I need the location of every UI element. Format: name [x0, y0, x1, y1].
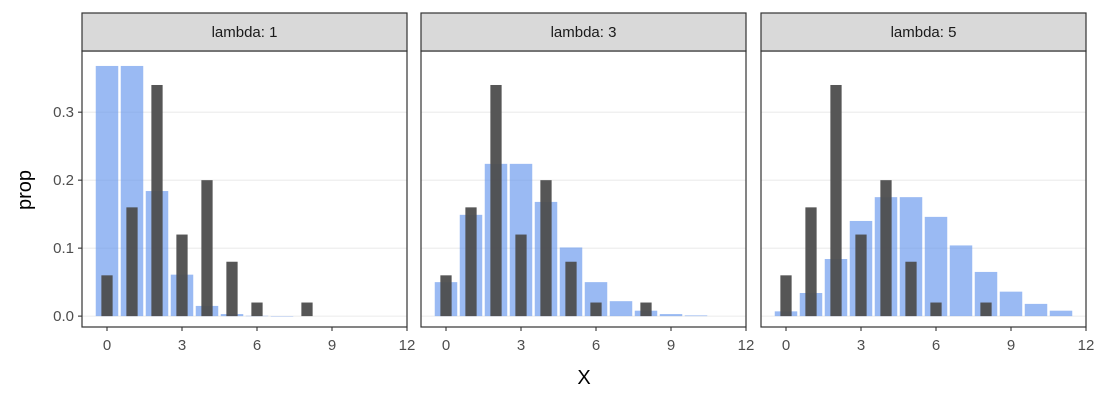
observed-bar: [226, 261, 238, 317]
observed-bar: [201, 180, 213, 317]
facet-strip-label: lambda: 1: [212, 24, 278, 41]
x-tick-label: 9: [1007, 337, 1015, 354]
observed-bar: [880, 180, 892, 317]
x-tick-label: 3: [857, 337, 865, 354]
x-tick-label: 12: [1078, 337, 1095, 354]
x-tick-label: 12: [399, 337, 416, 354]
poisson-bar: [684, 315, 708, 317]
facet-panel-lambda-3: lambda: 3 0 3 6 9 12: [420, 12, 755, 354]
facet-strip-label: lambda: 5: [891, 24, 957, 41]
x-axis-title: X: [577, 367, 590, 389]
x-tick-label: 3: [517, 337, 525, 354]
observed-bar: [780, 275, 792, 317]
observed-bar: [301, 302, 313, 317]
observed-bar: [855, 234, 867, 317]
poisson-bar: [1049, 310, 1073, 317]
x-tick-label: 3: [178, 337, 186, 354]
x-tick-label: 6: [592, 337, 600, 354]
facet-panels: lambda: 1 0 3 6 9 12 0.0 0.1 0.2 0.3 lambda: 3 0 3 6 9…: [53, 12, 1095, 354]
y-tick-label: 0.0: [53, 308, 74, 325]
poisson-bar: [999, 291, 1023, 317]
observed-bar: [176, 234, 188, 317]
x-tick-label: 12: [738, 337, 755, 354]
facet-strip: [760, 12, 1087, 52]
y-axis-title: prop: [14, 170, 36, 210]
x-tick-label: 6: [253, 337, 261, 354]
observed-bar: [565, 261, 577, 317]
y-tick-label: 0.3: [53, 104, 74, 121]
observed-bar: [515, 234, 527, 317]
facet-strip-label: lambda: 3: [551, 24, 617, 41]
facet-panel-lambda-1: lambda: 1 0 3 6 9 12 0.0 0.1 0.2 0.3: [53, 12, 416, 354]
observed-bar: [640, 302, 652, 317]
observed-bar: [980, 302, 992, 317]
poisson-bar: [949, 245, 973, 317]
poisson-bar: [659, 314, 683, 317]
observed-bar: [930, 302, 942, 317]
observed-bar: [101, 275, 113, 317]
x-tick-label: 6: [932, 337, 940, 354]
x-tick-label: 0: [782, 337, 790, 354]
x-tick-label: 0: [103, 337, 111, 354]
poisson-bar: [924, 216, 948, 317]
observed-bar: [440, 275, 452, 317]
observed-bar: [490, 84, 502, 317]
observed-bar: [151, 84, 163, 317]
observed-bar: [905, 261, 917, 317]
observed-bar: [830, 84, 842, 317]
observed-bar: [126, 207, 138, 317]
facet-strip: [420, 12, 747, 52]
observed-bar: [805, 207, 817, 317]
facet-panel-lambda-5: lambda: 5 0 3 6 9 12: [760, 12, 1095, 354]
x-tick-label: 9: [328, 337, 336, 354]
observed-bar: [251, 302, 263, 317]
observed-bar: [465, 207, 477, 317]
poisson-bar: [95, 65, 119, 317]
y-tick-label: 0.1: [53, 240, 74, 257]
observed-bar: [540, 180, 552, 317]
poisson-bar: [609, 301, 633, 317]
poisson-bar: [1024, 303, 1048, 317]
facet-strip: [81, 12, 408, 52]
y-tick-label: 0.2: [53, 172, 74, 189]
x-tick-label: 0: [442, 337, 450, 354]
x-tick-label: 9: [667, 337, 675, 354]
observed-bar: [590, 302, 602, 317]
